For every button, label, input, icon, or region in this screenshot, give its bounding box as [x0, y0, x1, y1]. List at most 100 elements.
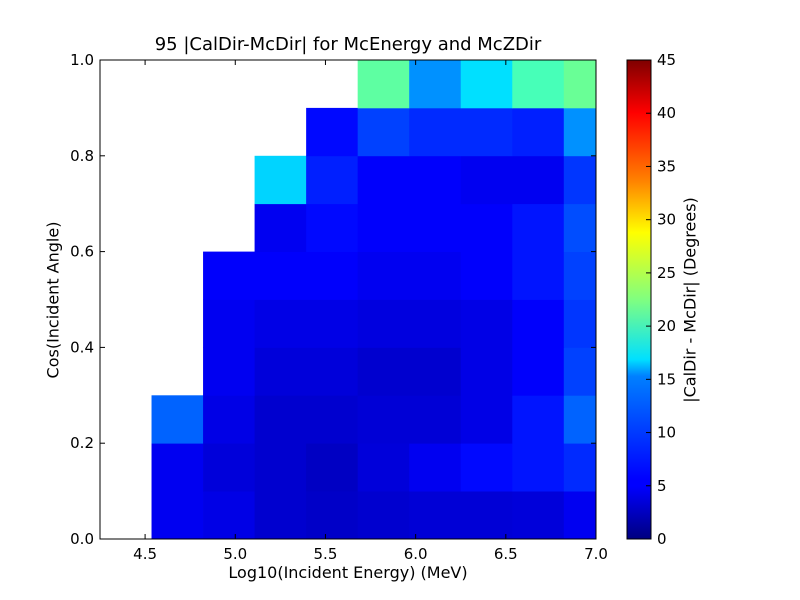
colorbar-tick-label: 20: [657, 317, 676, 335]
heatmap-cell: [563, 107, 597, 157]
heatmap-cell: [512, 491, 565, 540]
heatmap-cell: [151, 443, 204, 492]
heatmap-cell: [306, 107, 359, 157]
heatmap-cell: [254, 491, 307, 540]
y-tick-label: 0.2: [70, 434, 94, 452]
plot-frame: [99, 59, 597, 540]
colorbar-tick-label: 15: [657, 370, 676, 388]
heatmap-cell: [357, 443, 410, 492]
heatmap-cell: [254, 251, 307, 300]
heatmap-cell: [460, 395, 513, 444]
heatmap-cell: [357, 347, 410, 396]
heatmap-cell: [357, 60, 410, 109]
heatmap-cell: [254, 155, 307, 205]
heatmap-cell: [306, 299, 359, 348]
x-tick-label: 7.0: [584, 545, 608, 563]
heatmap-cell: [409, 203, 462, 252]
heatmap-cell: [512, 251, 565, 300]
heatmap-cell: [203, 251, 255, 300]
heatmap-cell: [460, 347, 513, 396]
heatmap-cell: [563, 60, 597, 109]
colorbar-tick-label: 25: [657, 264, 676, 282]
heatmap-cell: [409, 107, 462, 157]
heatmap-cell: [306, 347, 359, 396]
x-tick-label: 4.5: [133, 545, 157, 563]
heatmap-cell: [203, 443, 255, 492]
heatmap-cell: [563, 203, 597, 252]
colorbar-tick-label: 45: [657, 51, 676, 69]
heatmap-cell: [409, 491, 462, 540]
colorbar-tick-label: 30: [657, 211, 676, 229]
colorbar-tick-label: 0: [657, 530, 667, 548]
heatmap-cell: [306, 251, 359, 300]
y-axis-label: Cos(Incident Angle): [43, 221, 63, 379]
heatmap-cell: [460, 60, 513, 109]
heatmap-cell: [306, 395, 359, 444]
heatmap-cell: [460, 251, 513, 300]
heatmap-cell: [409, 299, 462, 348]
heatmap-cell: [409, 251, 462, 300]
heatmap-cell: [254, 347, 307, 396]
y-tick-label: 1.0: [70, 51, 94, 69]
chart-title: 95 |CalDir-McDir| for McEnergy and McZDi…: [154, 34, 542, 55]
heatmap-cell: [512, 203, 565, 252]
heatmap-cell: [254, 299, 307, 348]
heatmap-cell: [460, 203, 513, 252]
y-tick-label: 0.0: [70, 530, 94, 548]
heatmap-cell: [563, 299, 597, 348]
heatmap-cell: [563, 443, 597, 492]
heatmap-cell: [563, 251, 597, 300]
colorbar-tick-label: 10: [657, 424, 676, 442]
heatmap-cell: [254, 203, 307, 252]
colorbar: [626, 59, 652, 540]
heatmap-cell: [203, 395, 255, 444]
heatmap-cell: [357, 395, 410, 444]
colorbar-tick-label: 40: [657, 104, 676, 122]
heatmap-cell: [357, 203, 410, 252]
heatmap-cell: [460, 107, 513, 157]
heatmap-cell: [563, 491, 597, 540]
heatmap-cell: [254, 395, 307, 444]
heatmap-cell: [512, 443, 565, 492]
heatmap-cell: [512, 107, 565, 157]
heatmap-cell: [409, 347, 462, 396]
heatmap-cell: [306, 443, 359, 492]
heatmap-cells: [151, 60, 597, 540]
heatmap-cell: [460, 155, 513, 205]
heatmap-cell: [409, 155, 462, 205]
x-tick-label: 5.0: [223, 545, 247, 563]
heatmap-cell: [357, 491, 410, 540]
y-tick-label: 0.6: [70, 243, 94, 261]
heatmap-cell: [460, 299, 513, 348]
y-tick-label: 0.4: [70, 338, 94, 356]
heatmap-cell: [512, 347, 565, 396]
heatmap-cell: [460, 443, 513, 492]
heatmap-cell: [357, 107, 410, 157]
heatmap-cell: [563, 347, 597, 396]
colorbar-ticks: 0 5 10 15 20 25 30 35 40 45: [646, 51, 676, 548]
heatmap-cell: [357, 155, 410, 205]
heatmap-cell: [203, 347, 255, 396]
heatmap-cell: [151, 491, 204, 540]
heatmap-cell: [409, 443, 462, 492]
heatmap-cell: [512, 395, 565, 444]
heatmap-cell: [563, 155, 597, 205]
heatmap-cell: [306, 203, 359, 252]
heatmap-cell: [512, 299, 565, 348]
x-tick-label: 6.0: [404, 545, 428, 563]
y-tick-label: 0.8: [70, 147, 94, 165]
x-axis-ticks: 4.5 5.0 5.5 6.0 6.5 7.0: [133, 60, 608, 563]
heatmap-cell: [460, 491, 513, 540]
colorbar-tick-label: 5: [657, 477, 667, 495]
heatmap-cell: [203, 299, 255, 348]
x-axis-label: Log10(Incident Energy) (MeV): [228, 563, 468, 582]
heatmap-cell: [254, 443, 307, 492]
x-tick-label: 5.5: [314, 545, 338, 563]
colorbar-tick-label: 35: [657, 157, 676, 175]
heatmap-cell: [563, 395, 597, 444]
heatmap-cell: [512, 60, 565, 109]
y-axis-ticks: 0.0 0.2 0.4 0.6 0.8 1.0: [70, 51, 596, 548]
heatmap-cell: [151, 395, 204, 444]
heatmap-cell: [409, 395, 462, 444]
